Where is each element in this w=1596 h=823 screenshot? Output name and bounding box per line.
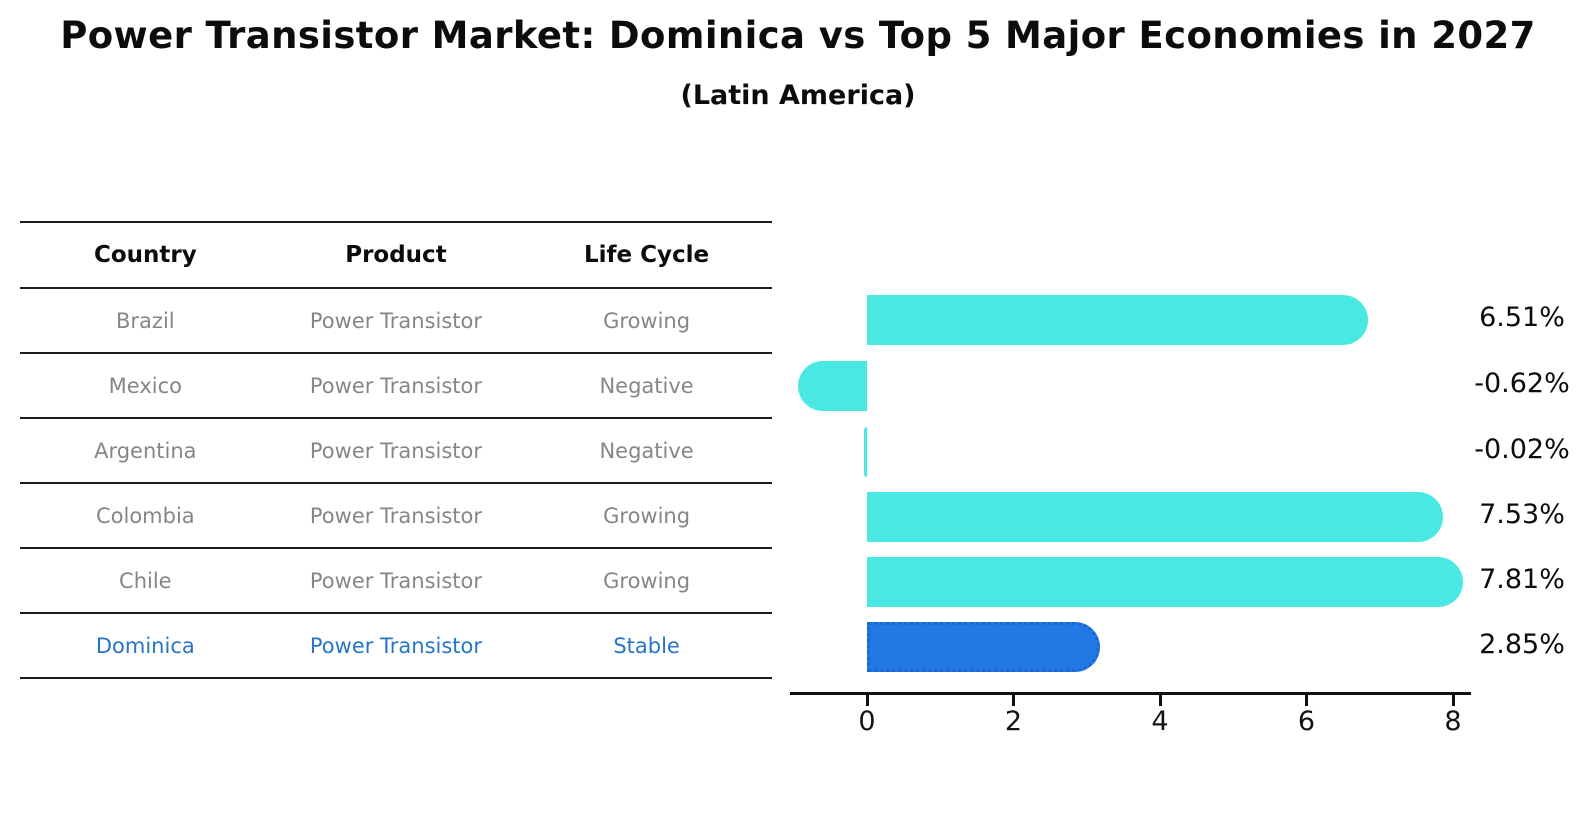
value-label-brazil: 6.51%	[1479, 302, 1565, 333]
value-label-colombia: 7.53%	[1479, 499, 1565, 530]
x-axis-tick	[1158, 695, 1162, 706]
x-axis-tick-label: 6	[1297, 706, 1316, 737]
x-axis-tick	[1012, 695, 1015, 706]
cell-product: Power Transistor	[309, 308, 483, 333]
cell-product: Power Transistor	[309, 438, 483, 463]
bar-colombia	[867, 492, 1443, 542]
cell-country: Chile	[119, 568, 172, 593]
value-label-chile: 7.81%	[1479, 564, 1565, 595]
country-table: Country Product Life Cycle Brazil Power …	[20, 221, 772, 679]
cell-country: Colombia	[95, 503, 195, 528]
x-axis-tick-label: 4	[1151, 706, 1169, 737]
bar-mexico	[797, 361, 867, 411]
column-header-life-cycle: Life Cycle	[584, 242, 710, 268]
x-axis-tick-label: 0	[858, 706, 876, 737]
column-header-product: Product	[345, 242, 447, 268]
cell-country: Brazil	[116, 308, 175, 333]
cell-life-cycle: Stable	[613, 633, 680, 658]
cell-country: Argentina	[94, 438, 197, 463]
x-axis-tick	[1451, 695, 1455, 706]
cell-product: Power Transistor	[309, 373, 483, 398]
x-axis-tick-label: 8	[1444, 706, 1462, 737]
cell-country: Dominica	[95, 633, 195, 658]
chart-title: Power Transistor Market: Dominica vs Top…	[60, 14, 1536, 57]
bar-brazil	[867, 295, 1368, 345]
cell-country: Mexico	[108, 373, 182, 398]
bar-argentina	[864, 427, 867, 477]
cell-life-cycle: Growing	[603, 503, 691, 528]
cell-life-cycle: Growing	[603, 308, 691, 333]
table-row: Mexico Power Transistor Negative	[20, 354, 772, 419]
table-row: Colombia Power Transistor Growing	[20, 484, 772, 549]
cell-life-cycle: Negative	[599, 373, 694, 398]
cell-life-cycle: Negative	[599, 438, 694, 463]
cell-product: Power Transistor	[309, 633, 483, 658]
cell-life-cycle: Growing	[603, 568, 691, 593]
table-header-row: Country Product Life Cycle	[20, 223, 772, 289]
bar-chile	[867, 557, 1464, 607]
value-label-mexico: -0.62%	[1474, 368, 1570, 399]
bar-dominica	[867, 622, 1100, 672]
x-axis-line	[790, 692, 1471, 695]
cell-product: Power Transistor	[309, 503, 483, 528]
value-label-argentina: -0.02%	[1474, 434, 1570, 465]
cell-product: Power Transistor	[309, 568, 483, 593]
column-header-country: Country	[93, 242, 197, 268]
chart-subtitle: (Latin America)	[680, 80, 916, 111]
table-row: Argentina Power Transistor Negative	[20, 419, 772, 484]
value-label-dominica: 2.85%	[1479, 629, 1565, 660]
table-row: Chile Power Transistor Growing	[20, 549, 772, 614]
table-row: Brazil Power Transistor Growing	[20, 289, 772, 354]
x-axis-tick-label: 2	[1004, 706, 1023, 737]
x-axis-tick	[1305, 695, 1308, 706]
table-row: Dominica Power Transistor Stable	[20, 614, 772, 679]
x-axis-tick	[865, 695, 869, 706]
